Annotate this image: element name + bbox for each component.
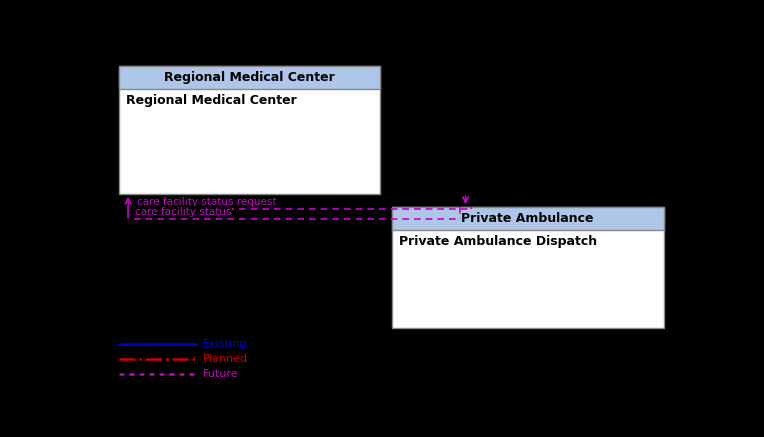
Text: Private Ambulance Dispatch: Private Ambulance Dispatch <box>399 235 597 248</box>
Text: Planned: Planned <box>203 354 248 364</box>
Text: Regional Medical Center: Regional Medical Center <box>164 71 335 84</box>
Text: Future: Future <box>203 369 239 379</box>
Text: Private Ambulance: Private Ambulance <box>461 212 594 225</box>
Bar <box>119 66 380 89</box>
Bar <box>392 207 664 328</box>
Text: care facility status: care facility status <box>134 207 231 217</box>
Bar <box>392 207 664 230</box>
Bar <box>119 66 380 194</box>
Text: care facility status request: care facility status request <box>137 197 277 207</box>
Text: Existing: Existing <box>203 339 248 348</box>
Text: Regional Medical Center: Regional Medical Center <box>126 94 297 107</box>
